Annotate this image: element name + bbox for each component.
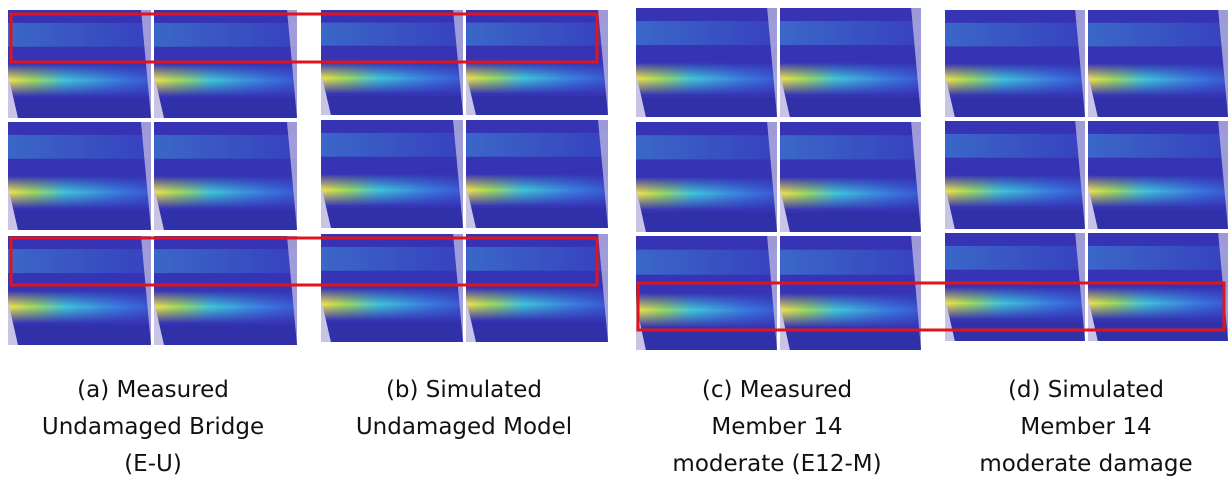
heatmap-tile	[780, 8, 921, 117]
caption-line: (a) Measured	[77, 377, 229, 403]
captions: (a) Measured Undamaged Bridge (E-U) (b) Sim…	[42, 377, 1193, 477]
caption-line: Member 14	[1020, 414, 1151, 440]
heatmap-tile	[780, 122, 921, 232]
caption-line: (c) Measured	[702, 377, 852, 403]
caption-line: Undamaged Bridge	[42, 414, 264, 440]
heatmap-tile	[466, 120, 608, 228]
heatmap-tile	[780, 236, 921, 350]
heatmap-tile	[1088, 233, 1228, 341]
heatmap-tile	[154, 236, 297, 345]
heatmap-tile	[154, 10, 297, 118]
heatmap-tile	[154, 122, 297, 230]
highlight-box	[636, 281, 1226, 332]
caption-line: Member 14	[711, 414, 842, 440]
caption-line: moderate (E12-M)	[672, 451, 881, 477]
heatmap-tile	[8, 236, 151, 345]
heatmap-tile	[945, 10, 1085, 117]
caption-line: Undamaged Model	[356, 414, 572, 440]
heatmap-tile	[945, 233, 1085, 341]
heatmap-tile	[321, 234, 463, 342]
heatmap-tile	[466, 234, 608, 342]
highlight-box	[9, 236, 599, 287]
caption-line: (d) Simulated	[1008, 377, 1164, 403]
heatmap-tile	[321, 120, 463, 228]
heatmap-tile	[636, 8, 777, 117]
caption-line: moderate damage	[979, 451, 1192, 477]
heatmap-tiles	[8, 8, 1228, 350]
heatmap-tile	[8, 122, 151, 230]
heatmap-tile	[1088, 121, 1228, 229]
heatmap-tile	[1088, 10, 1228, 117]
heatmap-tile	[636, 236, 777, 350]
caption-line: (b) Simulated	[386, 377, 542, 403]
caption-line: (E-U)	[124, 451, 182, 477]
highlight-boxes	[9, 12, 1226, 332]
heatmap-tile	[8, 10, 151, 118]
heatmap-tile	[636, 122, 777, 232]
highlight-box	[9, 12, 599, 64]
heatmap-tile	[945, 121, 1085, 229]
